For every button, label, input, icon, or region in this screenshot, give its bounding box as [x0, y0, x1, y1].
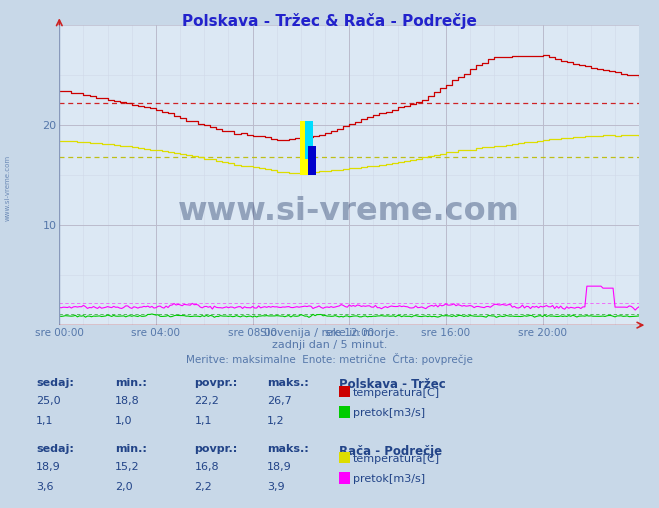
- Text: Polskava - Tržec & Rača - Podrečje: Polskava - Tržec & Rača - Podrečje: [182, 13, 477, 28]
- Text: 15,2: 15,2: [115, 462, 140, 472]
- Text: pretok[m3/s]: pretok[m3/s]: [353, 474, 424, 484]
- Text: www.si-vreme.com: www.si-vreme.com: [5, 155, 11, 221]
- Text: zadnji dan / 5 minut.: zadnji dan / 5 minut.: [272, 340, 387, 351]
- Text: sedaj:: sedaj:: [36, 444, 74, 455]
- Text: 1,1: 1,1: [194, 416, 212, 426]
- Text: 2,0: 2,0: [115, 482, 133, 492]
- Text: min.:: min.:: [115, 378, 147, 389]
- Text: Slovenija / reke in morje.: Slovenija / reke in morje.: [260, 328, 399, 338]
- Text: 16,8: 16,8: [194, 462, 219, 472]
- Text: sedaj:: sedaj:: [36, 378, 74, 389]
- Text: 1,2: 1,2: [267, 416, 285, 426]
- Text: 22,2: 22,2: [194, 396, 219, 406]
- Text: 25,0: 25,0: [36, 396, 61, 406]
- Text: povpr.:: povpr.:: [194, 378, 238, 389]
- Bar: [305, 121, 313, 159]
- Text: 2,2: 2,2: [194, 482, 212, 492]
- Text: 18,8: 18,8: [115, 396, 140, 406]
- Text: 3,6: 3,6: [36, 482, 54, 492]
- Bar: [300, 121, 308, 175]
- Text: 1,1: 1,1: [36, 416, 54, 426]
- Text: Rača - Podrečje: Rača - Podrečje: [339, 444, 442, 458]
- Text: www.si-vreme.com: www.si-vreme.com: [179, 196, 520, 227]
- Text: 18,9: 18,9: [36, 462, 61, 472]
- Text: 1,0: 1,0: [115, 416, 133, 426]
- Text: min.:: min.:: [115, 444, 147, 455]
- Text: temperatura[C]: temperatura[C]: [353, 454, 440, 464]
- Text: maks.:: maks.:: [267, 378, 308, 389]
- Text: pretok[m3/s]: pretok[m3/s]: [353, 408, 424, 418]
- Text: 18,9: 18,9: [267, 462, 292, 472]
- Text: temperatura[C]: temperatura[C]: [353, 388, 440, 398]
- Text: Polskava - Tržec: Polskava - Tržec: [339, 378, 446, 392]
- Text: povpr.:: povpr.:: [194, 444, 238, 455]
- Bar: [308, 146, 316, 175]
- Text: Meritve: maksimalne  Enote: metrične  Črta: povprečje: Meritve: maksimalne Enote: metrične Črta…: [186, 353, 473, 365]
- Text: 26,7: 26,7: [267, 396, 292, 406]
- Text: maks.:: maks.:: [267, 444, 308, 455]
- Text: 3,9: 3,9: [267, 482, 285, 492]
